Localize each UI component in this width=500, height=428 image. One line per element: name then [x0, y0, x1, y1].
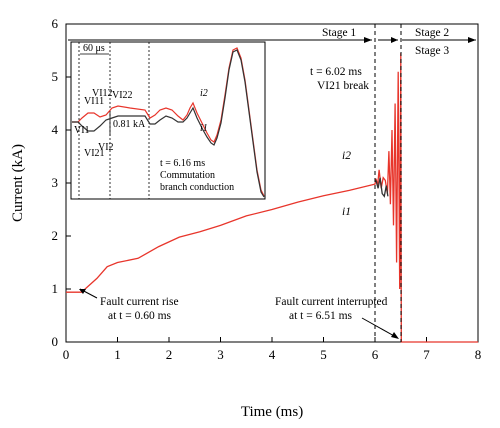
stage3-label: Stage 3: [415, 45, 449, 57]
inset-conduction-line2: branch conduction: [160, 182, 234, 193]
y-tick-label: 2: [52, 228, 59, 243]
x-tick-label: 7: [423, 347, 430, 362]
stage2-arrowhead: [391, 37, 398, 43]
inset-plot: 60 μs 0.81 kA VI11 VI12 VI22 VI21 VI1 VI…: [70, 41, 266, 200]
x-tick-label: 6: [372, 347, 379, 362]
stage1-label: Stage 1: [322, 27, 356, 39]
rise-label-line1: Fault current rise: [100, 296, 179, 308]
inset-i2-label: i2: [200, 88, 208, 99]
inset-vi1-label: VI1: [74, 125, 90, 136]
inset-i2-curve: [72, 47, 265, 197]
y-tick-label: 4: [52, 122, 59, 137]
y-axis-title: Current (kA): [10, 144, 26, 222]
rise-label-line2: at t = 0.60 ms: [108, 310, 172, 322]
interrupt-label-line1: Fault current interrupted: [275, 296, 388, 308]
inset-conduction-time: t = 6.16 ms: [160, 158, 205, 169]
inset-vi22-label: VI22: [112, 90, 133, 101]
interrupt-label-line2: at t = 6.51 ms: [289, 310, 353, 322]
y-tick-label: 0: [52, 334, 59, 349]
x-tick-label: 8: [475, 347, 482, 362]
y-tick-label: 1: [52, 281, 59, 296]
i2-label: i2: [342, 150, 351, 162]
stage1-arrowhead: [364, 37, 372, 43]
x-tick-label: 5: [320, 347, 327, 362]
interrupt-arrowhead: [391, 332, 399, 339]
x-tick-label: 4: [269, 347, 276, 362]
y-tick-label: 5: [52, 69, 59, 84]
inset-frame: [70, 41, 266, 200]
inset-conduction-line1: Commutation: [160, 170, 215, 181]
x-tick-label: 0: [63, 347, 70, 362]
interrupt-arrow: [361, 317, 397, 338]
series-layer: [66, 53, 478, 343]
inset-width-label: 60 μs: [83, 43, 105, 54]
stage3-arrowhead: [468, 37, 476, 43]
inset-i1-curve: [72, 49, 265, 198]
break-vi-label: VI21 break: [317, 80, 369, 92]
y-tick-label: 6: [52, 16, 59, 31]
x-tick-label: 2: [166, 347, 173, 362]
rise-arrowhead: [79, 289, 86, 294]
y-tick-label: 3: [52, 175, 59, 190]
inset-i1-label: i1: [200, 123, 208, 134]
series-line-i1: [375, 177, 389, 198]
x-tick-label: 1: [114, 347, 121, 362]
inset-vi12-label: VI12: [92, 88, 113, 99]
break-time-label: t = 6.02 ms: [310, 66, 362, 78]
inset-vi11-label: VI11: [84, 96, 104, 107]
i1-label: i1: [342, 206, 351, 218]
inset-delta-label: 0.81 kA: [113, 119, 146, 130]
stage2-label: Stage 2: [415, 27, 449, 39]
x-tick-label: 3: [217, 347, 224, 362]
x-axis-title: Time (ms): [241, 404, 303, 420]
inset-vi21-label: VI21: [84, 148, 105, 159]
inset-vi2-label: VI2: [98, 142, 114, 153]
